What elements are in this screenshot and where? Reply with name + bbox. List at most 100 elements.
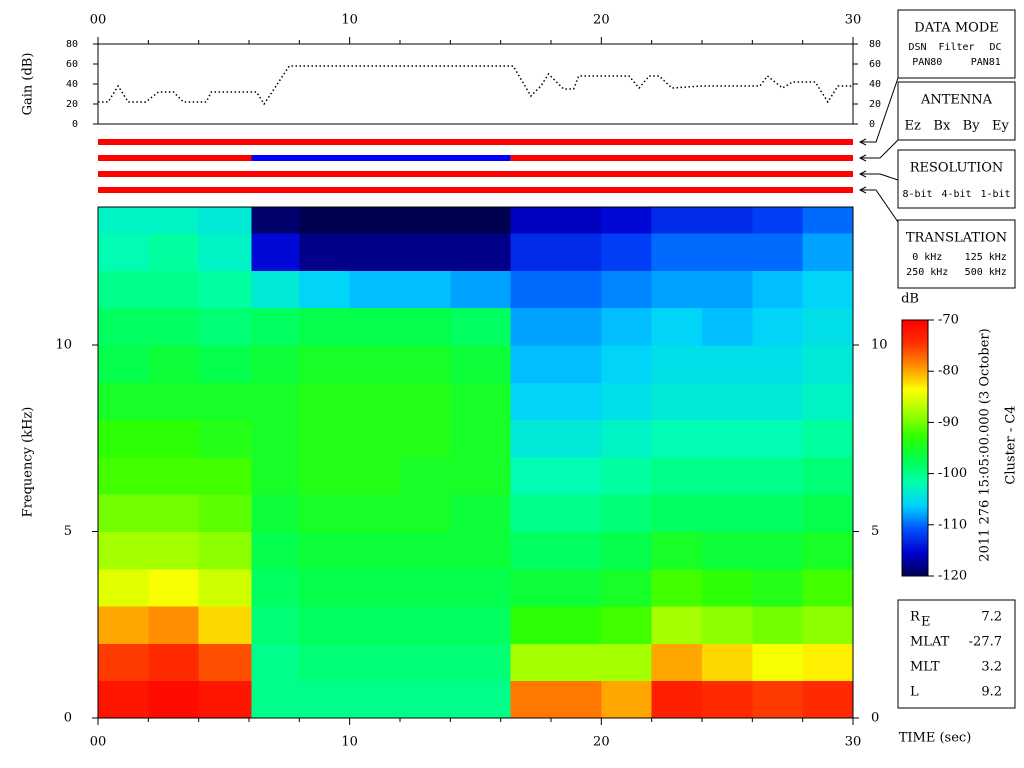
spectrogram-cell — [450, 307, 512, 346]
spectrogram-cell — [702, 680, 753, 719]
spectrogram-cell — [251, 531, 300, 570]
spectrogram-cell — [98, 345, 149, 383]
info-label-sub: E — [921, 615, 931, 630]
spectrogram-cell — [551, 382, 602, 421]
spectrogram-cell — [752, 606, 804, 644]
status-segment — [98, 139, 853, 145]
spectrogram-cell — [450, 606, 512, 644]
spectrogram-cell — [251, 419, 300, 458]
spectrogram-cell — [198, 270, 253, 309]
spectrogram-cell — [510, 494, 552, 533]
colorbar-tick-label: -110 — [938, 517, 967, 532]
spectrogram — [98, 207, 854, 719]
x-tick-label: 10 — [341, 735, 358, 750]
spectrogram-cell — [148, 568, 200, 607]
status-segment — [98, 187, 853, 193]
y-tick-label: 0 — [72, 119, 78, 130]
status-segment — [98, 171, 853, 177]
spectrogram-cell — [551, 606, 602, 644]
spectrogram-cell — [299, 494, 351, 533]
spectrogram-cell — [251, 270, 300, 309]
spectrogram-cell — [299, 345, 351, 383]
spectrogram-cell — [802, 207, 854, 234]
spectrogram-cell — [702, 531, 753, 570]
spectrogram-cell — [400, 233, 451, 271]
spectrogram-cell — [752, 456, 804, 495]
annotation: Cluster - C4 — [1004, 405, 1019, 484]
panel-box — [897, 149, 1016, 209]
spectrogram-cell — [802, 382, 854, 421]
spectrogram-cell — [651, 270, 703, 309]
spectrogram-cell — [601, 606, 653, 644]
y-tick-label-right: 5 — [871, 524, 879, 539]
panel-item: 250 kHz — [906, 267, 948, 278]
spectrogram-cell — [601, 494, 653, 533]
spectrogram-cell — [299, 233, 351, 271]
panel-item: 8-bit — [902, 189, 932, 200]
spectrogram-cell — [349, 456, 401, 495]
connector — [860, 189, 899, 223]
spectrogram-cell — [702, 207, 753, 234]
panel-item: Bx — [933, 119, 951, 134]
panel-title: TRANSLATION — [906, 231, 1007, 246]
info-box — [897, 599, 1016, 709]
panel-item: Filter — [938, 42, 974, 53]
spectrogram-cell — [752, 494, 804, 533]
arrow-head — [858, 170, 867, 178]
spectrogram-cell — [450, 419, 512, 458]
spectrogram-cell — [802, 270, 854, 309]
spectrogram-cell — [251, 606, 300, 644]
spectrogram-cell — [400, 270, 451, 309]
panel-item: 0 kHz — [912, 252, 942, 263]
spectrogram-cell — [148, 531, 200, 570]
spectrogram-cell — [510, 680, 552, 719]
spectrogram-cell — [349, 345, 401, 383]
spectrogram-cell — [349, 270, 401, 309]
panel-box — [897, 81, 1016, 141]
colorbar-tick-label: -120 — [938, 569, 967, 584]
y-tick-label-right: 10 — [871, 338, 888, 353]
y-tick-label: 80 — [66, 39, 78, 50]
panel-item: Ey — [992, 119, 1009, 134]
spectrogram-cell — [148, 456, 200, 495]
spectrogram-cell — [551, 568, 602, 607]
spectrogram-cell — [148, 419, 200, 458]
status-segment — [510, 155, 853, 161]
spectrogram-cell — [802, 345, 854, 383]
spectrogram-cell — [651, 494, 703, 533]
spectrogram-cell — [349, 643, 401, 682]
spectrogram-cell — [400, 680, 451, 719]
spectrogram-cell — [601, 531, 653, 570]
panel-box — [897, 9, 1016, 79]
spectrogram-cell — [198, 643, 253, 682]
spectrogram-cell — [251, 207, 300, 234]
spectrogram-cell — [601, 419, 653, 458]
spectrogram-cell — [802, 680, 854, 719]
spectrogram-cell — [400, 345, 451, 383]
spectrogram-cell — [198, 233, 253, 271]
spectrogram-cell — [651, 606, 703, 644]
spectrogram-cell — [98, 456, 149, 495]
spectrogram-cell — [702, 382, 753, 421]
spectrogram-cell — [299, 207, 351, 234]
spectrogram-cell — [551, 494, 602, 533]
spectrogram-cell — [98, 643, 149, 682]
info-value: 7.2 — [981, 610, 1002, 625]
spectrogram-cell — [551, 531, 602, 570]
spectrogram-cell — [752, 382, 804, 421]
spectrogram-cell — [400, 494, 451, 533]
x-tick-label: 00 — [90, 735, 107, 750]
spectrogram-cell — [510, 643, 552, 682]
spectrogram-cell — [148, 307, 200, 346]
spectrogram-cell — [349, 307, 401, 346]
panel-item: 1-bit — [980, 189, 1010, 200]
panel-title: DATA MODE — [914, 21, 998, 36]
spectrogram-cell — [702, 345, 753, 383]
spectrogram-cell — [299, 382, 351, 421]
spectrogram-cell — [802, 568, 854, 607]
spectrogram-cell — [148, 270, 200, 309]
plot-frame — [97, 206, 854, 719]
info-value: 3.2 — [981, 660, 1002, 675]
info-label: R — [910, 610, 921, 625]
panel-item: Ez — [904, 119, 920, 134]
